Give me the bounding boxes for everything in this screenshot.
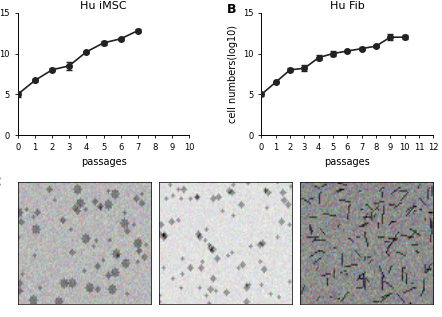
Title: Hu Fib: Hu Fib <box>330 1 365 10</box>
Text: B: B <box>227 3 236 16</box>
Y-axis label: cell numbers(log10): cell numbers(log10) <box>228 25 238 123</box>
X-axis label: passages: passages <box>80 158 126 167</box>
X-axis label: passages: passages <box>324 158 370 167</box>
Title: Hu iMSC: Hu iMSC <box>80 1 127 10</box>
